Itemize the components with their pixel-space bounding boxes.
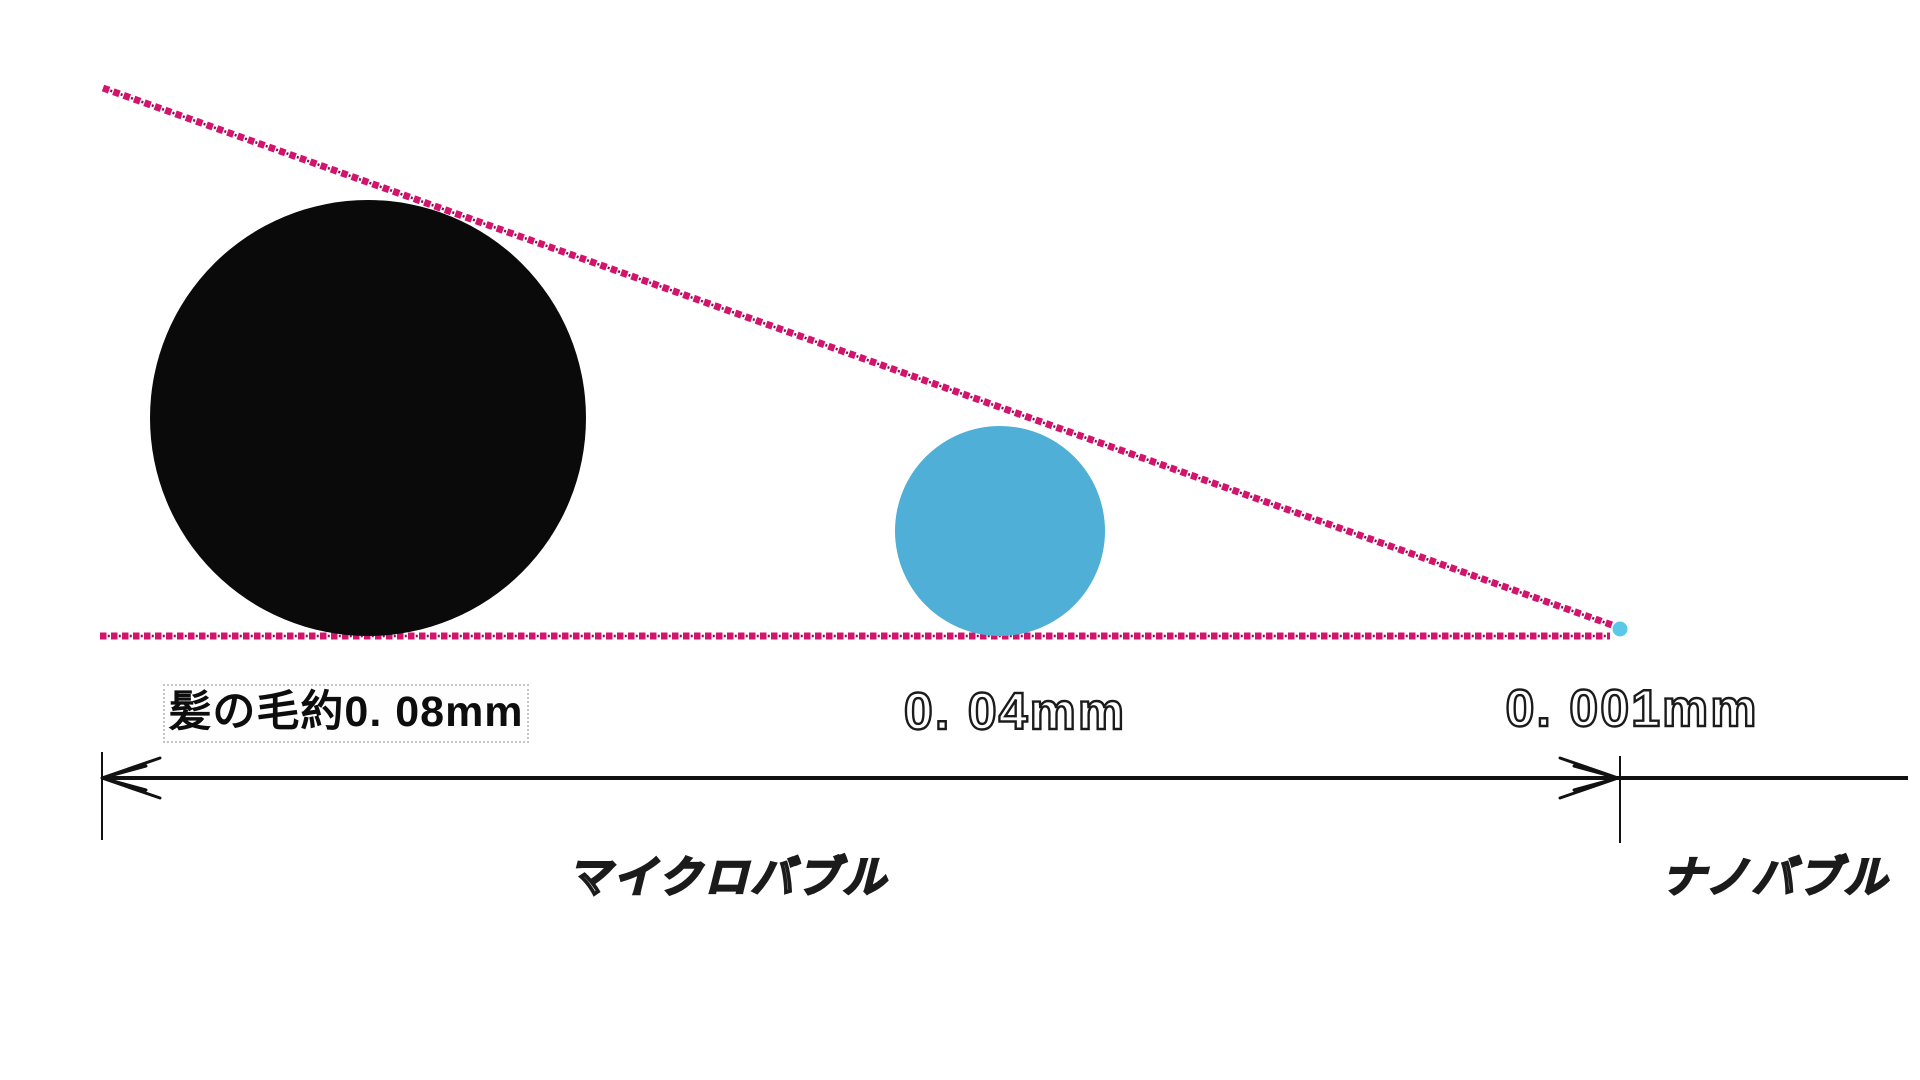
upper-dotted-line-connectors [102,86,1613,627]
microbubble-circle [895,426,1105,636]
nanobubble-size-label: 0. 001mm [1504,679,1759,739]
dimension-line-group [100,752,1908,843]
right-arrowhead-icon [1558,756,1620,800]
upper-dotted-line [101,84,1614,629]
hair-circle [150,200,586,636]
nanobubble-region-label: ナノバブル [1661,853,1890,903]
microbubble-size-label: 0. 04mm [903,682,1127,742]
nanobubble-dot [1612,621,1628,637]
left-arrowhead-icon [100,756,162,800]
microbubble-region-label: マイクロバブル [566,853,889,903]
hair-size-label: 髪の毛約0. 08mm [163,684,529,743]
